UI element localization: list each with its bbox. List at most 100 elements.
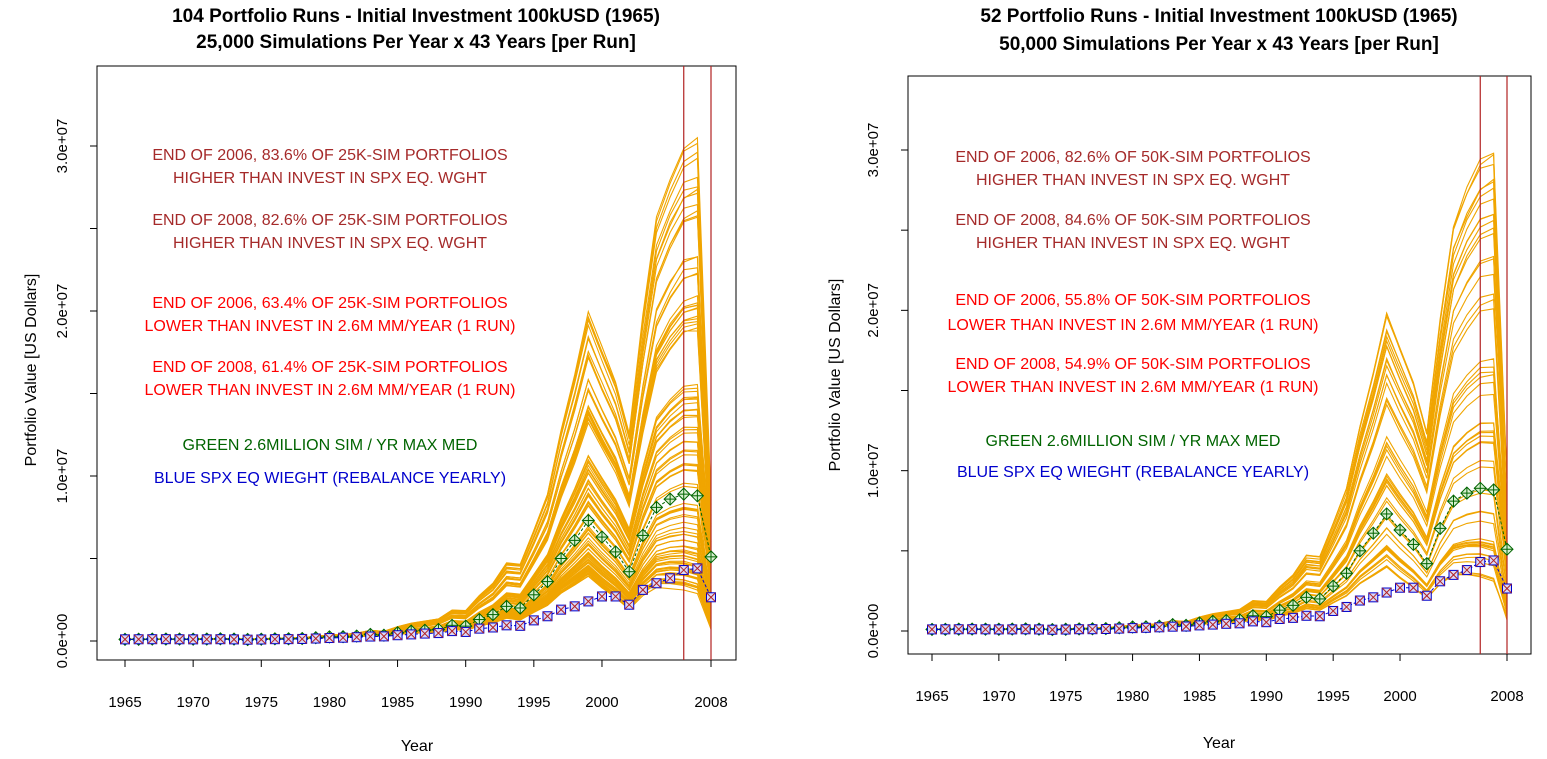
x-tick-label: 1985	[1183, 688, 1216, 705]
green-median-point	[499, 599, 514, 614]
blue-spx-point	[1475, 557, 1486, 568]
x-tick-label: 1990	[449, 694, 482, 711]
green-median-point	[1393, 523, 1407, 537]
blue-spx-point	[1301, 610, 1312, 621]
blue-spx-point	[1261, 617, 1272, 628]
blue-spx-point	[215, 634, 226, 645]
blue-spx-point	[1234, 618, 1245, 629]
blue-spx-point	[665, 573, 676, 584]
x-tick-label: 1995	[1316, 688, 1349, 705]
blue-spx-point	[1167, 621, 1178, 632]
blue-spx-point	[692, 563, 703, 574]
chart-annotation: END OF 2006, 82.6% OF 50K-SIM PORTFOLIOS	[955, 149, 1310, 166]
blue-spx-point	[1074, 624, 1085, 635]
x-tick-label: 1965	[108, 694, 141, 711]
blue-spx-point	[160, 634, 171, 645]
blue-spx-point	[940, 624, 951, 635]
x-tick-label: 1975	[245, 694, 278, 711]
green-median-point	[704, 550, 718, 564]
blue-spx-point	[1247, 616, 1258, 627]
blue-spx-point	[1461, 565, 1472, 576]
green-median-point	[1460, 486, 1474, 500]
chart-annotation: END OF 2008, 54.9% OF 50K-SIM PORTFOLIOS	[955, 356, 1310, 373]
blue-spx-point	[1341, 601, 1352, 612]
green-median-point	[568, 533, 582, 548]
x-tick-label: 2008	[694, 694, 727, 711]
chart-annotation: HIGHER THAN INVEST IN SPX EQ. WGHT	[976, 235, 1290, 252]
blue-spx-point	[1381, 587, 1392, 598]
y-tick-label: 3.0e+07	[865, 123, 882, 178]
blue-spx-point	[596, 591, 607, 602]
x-tick-label: 1970	[176, 694, 209, 711]
chart-title: 104 Portfolio Runs - Initial Investment …	[172, 6, 660, 27]
simulation-run-line	[124, 469, 712, 641]
green-median-point	[1473, 481, 1487, 496]
blue-spx-point	[447, 626, 458, 637]
chart-panel-left: 104 Portfolio Runs - Initial Investment …	[23, 6, 737, 755]
simulation-run-line	[931, 489, 1508, 631]
chart-panel-right: 52 Portfolio Runs - Initial Investment 1…	[827, 6, 1532, 752]
blue-spx-point	[474, 623, 485, 634]
blue-spx-point	[651, 578, 662, 589]
blue-spx-point	[201, 634, 212, 645]
chart-title: 52 Portfolio Runs - Initial Investment 1…	[980, 6, 1457, 27]
blue-spx-point	[1314, 611, 1325, 622]
chart-annotation: END OF 2008, 82.6% OF 25K-SIM PORTFOLIOS	[152, 212, 507, 229]
plot-frame	[907, 75, 1532, 655]
green-median-point	[581, 513, 596, 528]
blue-spx-point	[433, 628, 444, 639]
blue-spx-point	[1368, 592, 1379, 603]
chart-subtitle: 25,000 Simulations Per Year x 43 Years […	[196, 32, 636, 53]
blue-spx-point	[953, 624, 964, 635]
chart-annotation: BLUE SPX EQ WIEGHT (REBALANCE YEARLY)	[154, 470, 506, 487]
blue-spx-point	[624, 599, 635, 610]
blue-spx-point	[174, 634, 185, 645]
blue-spx-point	[1060, 624, 1071, 635]
blue-spx-point	[1488, 555, 1499, 566]
x-tick-label: 1990	[1250, 688, 1283, 705]
chart-annotation: BLUE SPX EQ WIEGHT (REBALANCE YEARLY)	[957, 464, 1309, 481]
blue-spx-point	[1047, 624, 1058, 635]
chart-annotation: LOWER THAN INVEST IN 2.6M MM/YEAR (1 RUN…	[947, 379, 1318, 396]
x-tick-label: 1995	[517, 694, 550, 711]
blue-spx-point	[188, 634, 199, 645]
blue-spx-point	[1100, 623, 1111, 634]
green-median-point	[1326, 579, 1340, 593]
y-tick-label: 1.0e+07	[865, 443, 882, 498]
simulation-run-line	[931, 358, 1508, 630]
green-median-point	[622, 564, 636, 579]
blue-spx-point	[297, 633, 308, 644]
green-median-point	[1366, 526, 1380, 540]
green-median-point	[1299, 590, 1314, 605]
blue-spx-point	[365, 631, 376, 642]
blue-spx-point	[1207, 619, 1218, 630]
blue-spx-point	[120, 634, 130, 645]
y-tick-label: 0.0e+00	[865, 604, 882, 659]
blue-spx-point	[556, 604, 567, 615]
x-tick-label: 1975	[1049, 688, 1082, 705]
green-median-point	[527, 588, 541, 602]
green-median-point	[540, 574, 555, 589]
blue-spx-point	[993, 624, 1004, 635]
blue-spx-point	[487, 622, 498, 633]
simulation-run-line	[124, 432, 712, 641]
blue-spx-point	[392, 630, 403, 641]
y-axis-label: Portfolio Value [US Dollars]	[23, 274, 40, 467]
blue-spx-point	[310, 633, 321, 644]
chart-annotation: HIGHER THAN INVEST IN SPX EQ. WGHT	[976, 172, 1290, 189]
blue-spx-point	[967, 624, 978, 635]
blue-spx-point	[678, 565, 689, 576]
blue-spx-point	[419, 628, 430, 639]
blue-spx-point	[1274, 613, 1285, 624]
blue-spx-point	[406, 629, 417, 640]
blue-spx-point	[378, 631, 389, 642]
chart-annotation: LOWER THAN INVEST IN 2.6M MM/YEAR (1 RUN…	[947, 317, 1318, 334]
blue-spx-point	[1033, 624, 1044, 635]
blue-spx-point	[569, 601, 580, 612]
chart-annotation: LOWER THAN INVEST IN 2.6M MM/YEAR (1 RUN…	[144, 318, 515, 335]
x-tick-label: 1980	[1116, 688, 1149, 705]
blue-spx-point	[1221, 618, 1232, 629]
chart-annotation: HIGHER THAN INVEST IN SPX EQ. WGHT	[173, 235, 487, 252]
blue-spx-point	[1448, 569, 1459, 580]
